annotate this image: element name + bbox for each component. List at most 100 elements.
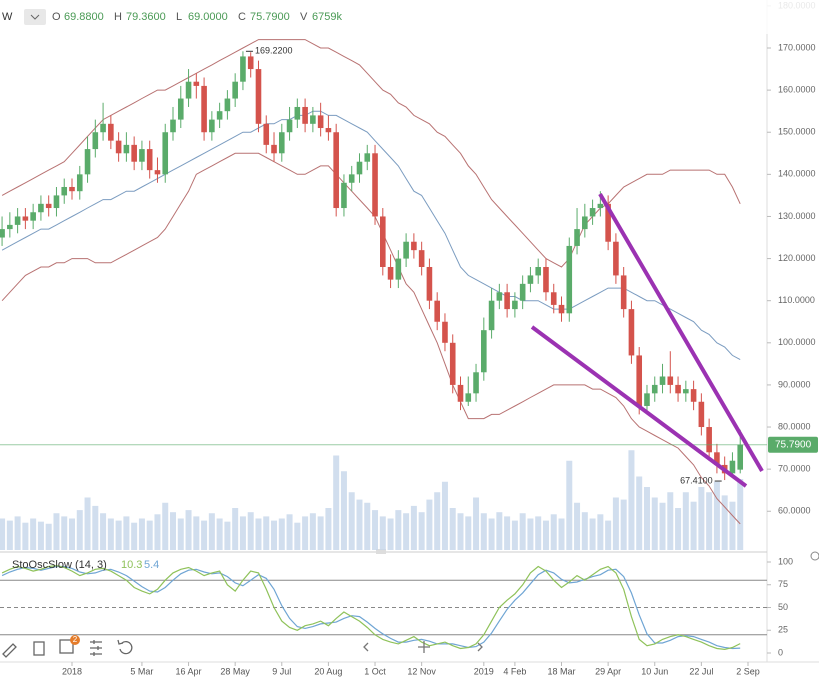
y-tick-label: 150.0000 (778, 127, 816, 137)
header-value: 69.8800 (64, 11, 104, 23)
volume-bar (162, 502, 169, 550)
stoch-line (1, 564, 741, 651)
candle-body (177, 98, 184, 120)
settings-icon[interactable] (90, 640, 102, 656)
header: O 69.8800 H 79.3600 L 69.0000 C 75.7900 V 6759k (52, 11, 342, 23)
volume-bar (193, 516, 200, 550)
x-tick-label: 2 Sep (736, 666, 760, 676)
dropdown-arrow (30, 14, 40, 20)
candle-body (574, 229, 580, 246)
volume-bar (247, 512, 254, 550)
volume-bar (22, 522, 29, 550)
volume-bar (271, 520, 278, 550)
candle-body (22, 216, 29, 221)
y-tick-label: 100.0000 (778, 337, 816, 347)
candle-body (61, 186, 68, 196)
volume-bar (302, 516, 309, 550)
panel-handle[interactable] (376, 549, 386, 554)
candle-body (535, 266, 541, 276)
x-tick-label: 29 Apr (595, 666, 621, 676)
volume-bar (480, 513, 487, 550)
zoom-in[interactable] (418, 641, 430, 653)
indicator-icon[interactable] (59, 639, 74, 654)
candle-body (481, 330, 487, 373)
volume-bar (177, 518, 184, 550)
candle-body (14, 216, 21, 225)
candle-body (683, 389, 689, 394)
scroll-left[interactable] (363, 642, 369, 652)
candle-body (302, 106, 308, 124)
volume-bar (14, 516, 21, 550)
volume-bar (239, 516, 246, 550)
candle-body (690, 389, 697, 402)
candle-body (473, 372, 479, 394)
candle-body (651, 384, 658, 394)
volume-bar (729, 501, 736, 550)
y-tick-label: 100 (778, 556, 793, 566)
y-tick-label: 0 (778, 647, 783, 657)
dropdown[interactable] (24, 9, 46, 25)
volume-bar (426, 499, 433, 550)
volume-bar (574, 502, 581, 550)
volume-bar (418, 512, 425, 550)
volume-bar (364, 502, 371, 550)
volume-bar (457, 513, 464, 550)
candle-body (659, 376, 666, 385)
candle-body (426, 266, 433, 301)
volume-bar (92, 505, 99, 550)
candle-body (115, 140, 122, 154)
volume-bar (589, 518, 596, 550)
volume-bar (682, 492, 689, 550)
volume-bar (605, 520, 612, 550)
volume-bar (185, 510, 192, 550)
candle-body (698, 401, 705, 428)
volume-bar (37, 521, 44, 550)
candle-body (193, 81, 200, 86)
candle-body (333, 132, 339, 209)
y-tick-label: 90.0000 (778, 379, 811, 389)
volume-bar (107, 518, 114, 550)
y-tick-label: 130.0000 (778, 211, 816, 221)
y-tick-label: 75 (778, 579, 788, 589)
candle-body (92, 132, 99, 150)
candle-body (636, 355, 643, 406)
candle-body (380, 216, 386, 267)
stoch-d-value: 5.4 (144, 559, 159, 571)
candle-body (162, 132, 169, 175)
volume-bar (449, 508, 456, 550)
volume-bar (263, 516, 270, 550)
volume-bar (76, 510, 83, 550)
reset-icon[interactable] (117, 639, 133, 655)
candle-body (729, 460, 736, 474)
volume-bar (45, 523, 52, 550)
candle-body (356, 161, 363, 175)
candle-body (418, 250, 425, 267)
stoch-line (1, 565, 741, 650)
candle-body (170, 119, 176, 133)
scroll-right[interactable] (477, 642, 483, 652)
y-tick-label: 25 (778, 625, 788, 635)
volume-bar (356, 499, 363, 550)
volume-bar (278, 518, 285, 550)
x-tick-label: 5 Mar (130, 666, 153, 676)
list-icon[interactable] (33, 641, 45, 656)
volume-bar (100, 513, 107, 550)
volume-bar (527, 518, 534, 550)
volume-bar (636, 476, 643, 550)
candle-body (582, 216, 588, 230)
header-label: V (300, 11, 308, 23)
volume-bar (403, 513, 410, 550)
candle-body (566, 245, 573, 314)
x-tick-label: 16 Apr (176, 666, 202, 676)
x-tick-label: 9 Jul (272, 666, 291, 676)
y-tick-label: 110.0000 (778, 295, 815, 305)
scroll-controls (363, 641, 483, 653)
candle-body (411, 241, 417, 251)
draw-icon[interactable] (2, 643, 17, 658)
header-value: 79.3600 (126, 11, 166, 23)
panel-settings[interactable] (810, 551, 819, 561)
candle-body (146, 149, 153, 171)
